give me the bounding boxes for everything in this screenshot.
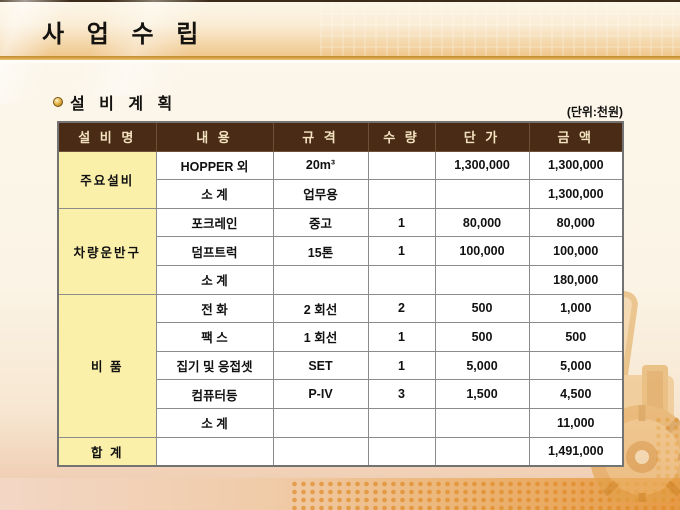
cell-amount: 100,000 [528, 236, 624, 266]
column-header-amount: 금 액 [528, 121, 624, 152]
cell-amount: 80,000 [528, 207, 624, 238]
cell-qty: 1 [367, 236, 436, 266]
cell-group-label: 차량운반구 [57, 207, 157, 295]
cell-spec: P-IV [272, 379, 369, 409]
cell-amount: 500 [528, 322, 624, 352]
cell-content [155, 436, 274, 467]
cell-unit-price [434, 179, 530, 209]
equipment-plan-table: 설 비 명 내 용 규 격 수 량 단 가 금 액 주요설비 HOPPER 외 … [57, 121, 624, 468]
cell-content: 소 계 [155, 179, 274, 209]
cell-qty: 2 [367, 293, 436, 324]
cell-amount: 180,000 [528, 264, 624, 295]
cell-amount: 5,000 [528, 350, 624, 381]
cell-qty: 1 [367, 207, 436, 238]
cell-group-label: 비 품 [57, 293, 157, 438]
cell-qty: 3 [367, 379, 436, 409]
cell-content: 덤프트럭 [155, 236, 274, 266]
banner-grid-pattern [320, 2, 680, 58]
cell-amount: 4,500 [528, 379, 624, 409]
cell-content: 팩 스 [155, 322, 274, 352]
table-row: 주요설비 HOPPER 외 20m³ 1,300,000 1,300,000 [57, 150, 624, 209]
cell-spec: 업무용 [272, 179, 369, 209]
top-banner [0, 0, 680, 107]
cell-unit-price: 1,300,000 [434, 150, 530, 181]
section-heading: 설 비 계 획 [53, 90, 177, 114]
cell-amount: 1,491,000 [528, 436, 624, 467]
cell-spec: 15톤 [272, 236, 369, 266]
gold-divider-line [0, 56, 680, 60]
cell-unit-price: 100,000 [434, 236, 530, 266]
cell-amount: 11,000 [528, 407, 624, 438]
cell-qty: 1 [367, 322, 436, 352]
cell-unit-price: 1,500 [434, 379, 530, 409]
cell-content: HOPPER 외 [155, 150, 274, 181]
column-header-equipment-name: 설 비 명 [57, 121, 157, 152]
cell-amount: 1,300,000 [528, 179, 624, 209]
cell-spec: SET [272, 350, 369, 381]
cell-qty [367, 150, 436, 181]
unit-note: (단위:천원) [566, 105, 623, 119]
cell-total-label: 합 계 [57, 436, 157, 467]
column-header-spec: 규 격 [272, 121, 369, 152]
cell-spec: 20m³ [272, 150, 369, 181]
cell-unit-price [434, 407, 530, 438]
cell-spec [272, 407, 369, 438]
table-row: 팩 스 1 회선 1 500 500 [58, 322, 624, 352]
cell-content: 소 계 [155, 407, 274, 438]
cell-qty [367, 179, 436, 209]
table-row: 덤프트럭 15톤 1 100,000 100,000 [58, 236, 624, 266]
column-header-quantity: 수 량 [367, 121, 436, 152]
cell-spec [272, 436, 369, 467]
table-total-row: 합 계 1,491,000 [57, 436, 624, 467]
cell-unit-price: 80,000 [434, 207, 530, 238]
cell-spec: 1 회선 [272, 322, 369, 352]
cell-content: 집기 및 응접셋 [155, 350, 274, 381]
cell-spec: 2 회선 [272, 293, 369, 324]
cell-qty: 1 [367, 350, 436, 381]
cell-content: 전 화 [155, 293, 274, 324]
gold-divider-highlight [0, 60, 680, 63]
table-row: 차량운반구 포크레인 중고 1 80,000 80,000 [57, 207, 624, 295]
cell-amount: 1,300,000 [528, 150, 624, 181]
cell-content: 컴퓨터등 [155, 379, 274, 409]
cell-spec [272, 264, 369, 295]
section-label: 설 비 계 획 [70, 96, 178, 113]
table-row: 비 품 전 화 2 회선 2 500 1,000 [57, 293, 624, 438]
cell-content: 포크레인 [155, 207, 274, 238]
cell-content: 소 계 [155, 264, 274, 295]
column-header-content: 내 용 [155, 121, 274, 152]
cell-spec: 중고 [272, 207, 369, 238]
cell-unit-price: 500 [434, 293, 530, 324]
column-header-unit-price: 단 가 [434, 121, 530, 152]
table-header-row: 설 비 명 내 용 규 격 수 량 단 가 금 액 [57, 121, 624, 152]
cell-qty [367, 436, 436, 467]
cell-unit-price: 500 [434, 322, 530, 352]
cell-qty [367, 407, 436, 438]
cell-amount: 1,000 [528, 293, 624, 324]
page-title: 사 업 수 립 [42, 21, 207, 48]
cell-group-label: 주요설비 [57, 150, 157, 209]
cell-qty [367, 264, 436, 295]
cell-unit-price [434, 436, 530, 467]
table-row: 컴퓨터등 P-IV 3 1,500 4,500 [58, 379, 624, 409]
sphere-bullet-icon [53, 97, 63, 107]
cell-unit-price [434, 264, 530, 295]
cell-unit-price: 5,000 [434, 350, 530, 381]
